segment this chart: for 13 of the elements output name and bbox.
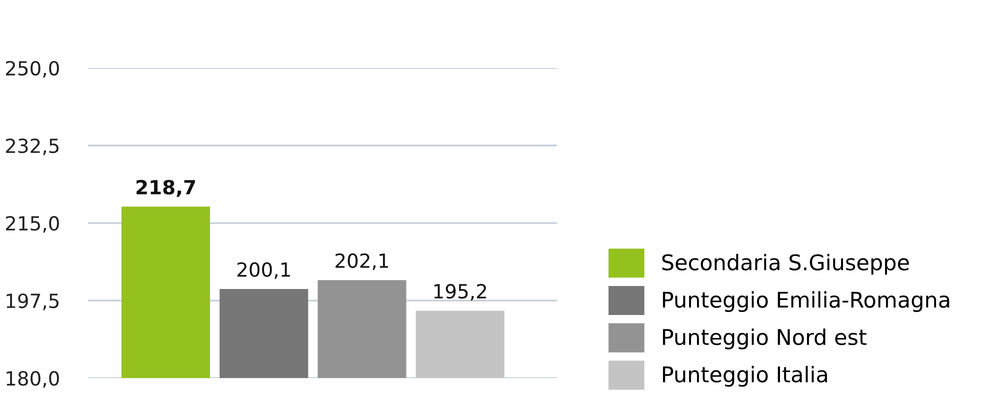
- data-label: 195,2: [434, 284, 486, 301]
- data-label: 202,1: [336, 253, 388, 270]
- data-label: 200,1: [237, 262, 290, 279]
- data-label: 218,7: [136, 180, 195, 198]
- legend-label: Punteggio Emilia-Romagna: [662, 291, 950, 312]
- legend-label: Secondaria S.Giuseppe: [662, 254, 909, 275]
- y-tick-label: 180,0: [6, 371, 59, 388]
- y-tick-label: 250,0: [6, 60, 59, 78]
- y-tick-label: 215,0: [6, 216, 59, 233]
- y-tick-label: 232,5: [6, 138, 59, 156]
- legend-label: Punteggio Nord est: [662, 328, 866, 350]
- legend-label: Punteggio Italia: [662, 366, 827, 387]
- y-tick-label: 197,5: [6, 294, 59, 310]
